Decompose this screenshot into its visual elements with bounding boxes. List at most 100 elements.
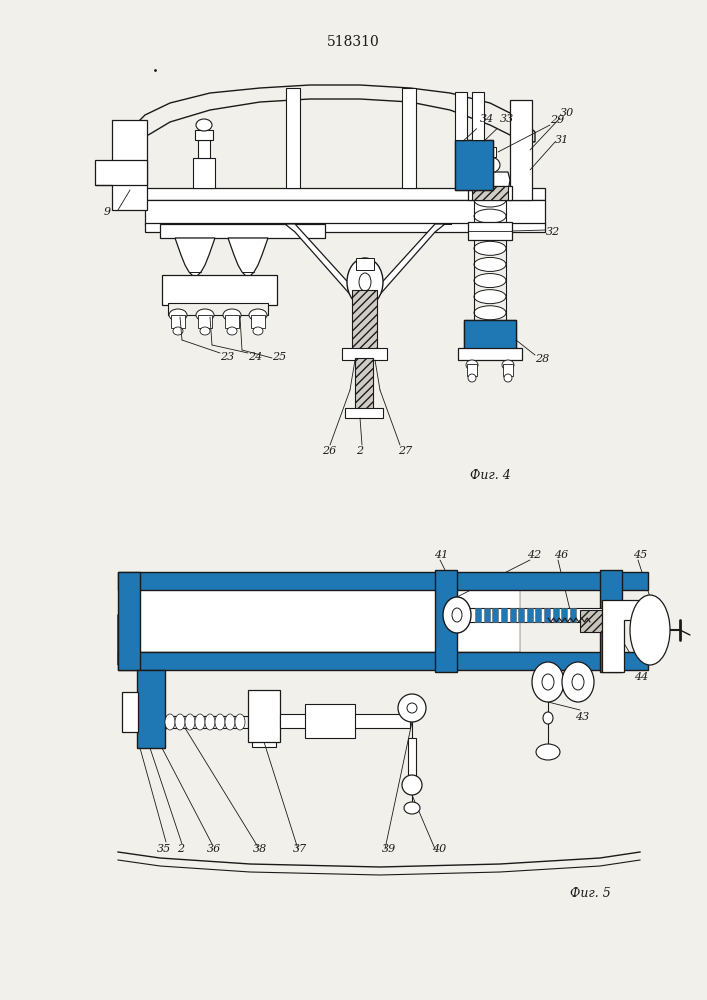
Ellipse shape (398, 694, 426, 722)
Bar (475, 608, 481, 622)
Text: 36: 36 (207, 844, 221, 854)
Bar (112, 120, 147, 210)
Bar (455, 140, 493, 190)
Bar (118, 572, 140, 670)
Ellipse shape (480, 157, 500, 173)
Text: 37: 37 (293, 844, 308, 854)
Bar (484, 147, 496, 157)
Bar (137, 670, 165, 748)
Text: 38: 38 (253, 844, 267, 854)
Text: 28: 28 (535, 354, 549, 364)
Text: 30: 30 (560, 108, 574, 118)
Text: 46: 46 (554, 550, 568, 560)
Polygon shape (118, 575, 390, 665)
Text: 9: 9 (104, 207, 111, 217)
Ellipse shape (543, 712, 553, 724)
Bar (553, 608, 559, 622)
Bar (137, 670, 165, 748)
Ellipse shape (572, 674, 584, 690)
Text: 41: 41 (434, 550, 448, 560)
Ellipse shape (466, 360, 478, 370)
Bar (352, 290, 377, 350)
Text: 29: 29 (550, 115, 564, 125)
Ellipse shape (536, 744, 560, 760)
Bar (118, 572, 140, 670)
Bar (355, 358, 373, 410)
Text: 27: 27 (398, 446, 412, 456)
Ellipse shape (407, 703, 417, 713)
Bar (457, 608, 602, 622)
Ellipse shape (474, 306, 506, 320)
Bar (342, 348, 387, 360)
Ellipse shape (474, 225, 506, 239)
Bar (492, 608, 498, 622)
Bar (458, 348, 522, 360)
Bar (408, 738, 416, 782)
Bar (162, 275, 277, 305)
Text: 43: 43 (575, 712, 589, 722)
Ellipse shape (474, 322, 506, 336)
Ellipse shape (630, 595, 670, 665)
Ellipse shape (504, 374, 512, 382)
Text: 25: 25 (272, 352, 286, 362)
Ellipse shape (532, 662, 564, 702)
Bar (455, 92, 467, 140)
Text: 45: 45 (633, 550, 647, 560)
Bar (248, 690, 280, 742)
Ellipse shape (185, 714, 195, 730)
Bar (118, 572, 648, 590)
Bar (535, 608, 542, 622)
Bar (145, 223, 545, 232)
Text: 2: 2 (356, 446, 363, 456)
Ellipse shape (223, 309, 241, 321)
Ellipse shape (165, 714, 175, 730)
Text: Фиг. 5: Фиг. 5 (570, 887, 611, 900)
Polygon shape (130, 85, 535, 142)
Ellipse shape (235, 714, 245, 730)
Ellipse shape (225, 714, 235, 730)
Bar (544, 608, 550, 622)
Ellipse shape (347, 258, 383, 306)
Ellipse shape (474, 290, 506, 304)
Ellipse shape (562, 662, 594, 702)
Text: 40: 40 (432, 844, 446, 854)
Bar (600, 570, 622, 672)
Polygon shape (175, 238, 215, 278)
Polygon shape (278, 224, 452, 300)
Bar (580, 610, 602, 632)
Ellipse shape (215, 714, 225, 730)
Ellipse shape (227, 327, 237, 335)
Bar (171, 315, 185, 328)
Text: 2: 2 (177, 844, 184, 854)
Ellipse shape (404, 802, 420, 814)
Bar (225, 315, 239, 328)
Bar (305, 704, 355, 738)
Bar (145, 200, 545, 225)
Ellipse shape (474, 257, 506, 271)
Bar (356, 258, 374, 270)
Bar (464, 320, 516, 350)
Polygon shape (228, 238, 268, 278)
Bar (160, 224, 325, 238)
Text: 31: 31 (555, 135, 569, 145)
Ellipse shape (474, 338, 506, 352)
Bar (472, 186, 508, 200)
Ellipse shape (359, 273, 371, 291)
Bar (140, 590, 520, 652)
Bar (561, 608, 567, 622)
Bar (570, 608, 576, 622)
Ellipse shape (175, 714, 185, 730)
Ellipse shape (249, 309, 267, 321)
Bar (468, 222, 512, 240)
Ellipse shape (474, 241, 506, 255)
Bar (195, 130, 213, 140)
Bar (464, 320, 516, 350)
Bar (118, 652, 648, 670)
Bar (435, 570, 457, 672)
Ellipse shape (502, 360, 514, 370)
Text: 33: 33 (484, 114, 514, 141)
Ellipse shape (173, 327, 183, 335)
Text: 26: 26 (322, 446, 337, 456)
Ellipse shape (196, 119, 212, 131)
Bar (510, 100, 532, 200)
